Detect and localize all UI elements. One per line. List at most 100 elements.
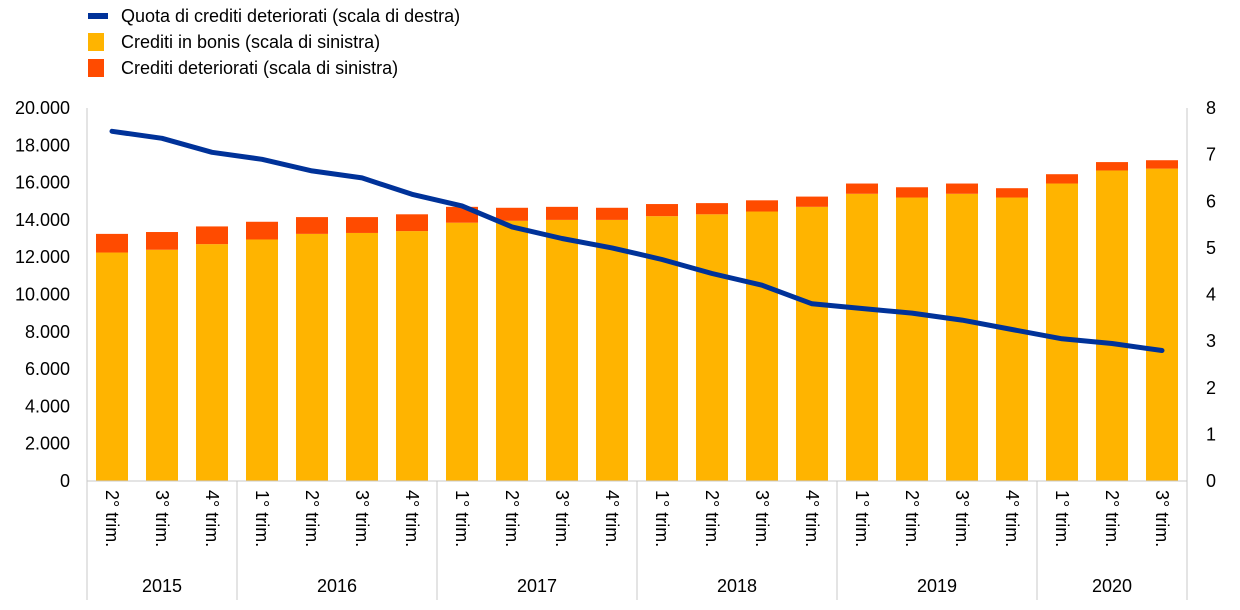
x-axis-category-label: 4° trim. <box>202 490 222 547</box>
bar-crediti-in-bonis <box>846 193 878 482</box>
bar-crediti-in-bonis <box>1096 170 1128 482</box>
left-axis-tick-label: 6.000 <box>25 359 70 379</box>
x-axis-category-label: 3° trim. <box>752 490 772 547</box>
year-label: 2015 <box>142 576 182 596</box>
x-axis-category-label: 2° trim. <box>1102 490 1122 547</box>
bar-crediti-in-bonis <box>946 193 978 482</box>
bar-crediti-in-bonis <box>396 231 428 481</box>
x-axis-category-label: 1° trim. <box>652 490 672 547</box>
legend-bar-swatch <box>88 33 104 51</box>
bar-crediti-in-bonis <box>996 197 1028 481</box>
legend: Quota di crediti deteriorati (scala di d… <box>88 6 460 78</box>
x-axis-category-label: 3° trim. <box>152 490 172 547</box>
bars <box>96 160 1178 482</box>
bar-crediti-deteriorati <box>996 188 1028 198</box>
right-axis-tick-label: 4 <box>1206 285 1216 305</box>
bar-crediti-in-bonis <box>746 211 778 481</box>
bar-crediti-deteriorati <box>546 206 578 220</box>
right-axis-tick-label: 1 <box>1206 424 1216 444</box>
x-axis-category-label: 1° trim. <box>1052 490 1072 547</box>
x-axis-category-label: 4° trim. <box>1002 490 1022 547</box>
bar-crediti-deteriorati <box>1096 162 1128 171</box>
bar-crediti-deteriorati <box>246 221 278 240</box>
right-axis-tick-label: 7 <box>1206 145 1216 165</box>
left-axis-tick-label: 20.000 <box>15 98 70 118</box>
bar-crediti-deteriorati <box>1046 174 1078 184</box>
bar-crediti-deteriorati <box>796 196 828 207</box>
axes: 0 2.000 4.000 6.000 8.000 10.000 12.000 14.000 1… <box>15 98 1216 491</box>
x-axis-category-label: 1° trim. <box>852 490 872 547</box>
bar-crediti-deteriorati <box>496 207 528 221</box>
right-axis-tick-label: 3 <box>1206 331 1216 351</box>
left-axis-tick-label: 0 <box>60 471 70 491</box>
x-axis-category-label: 3° trim. <box>552 490 572 547</box>
legend-label: Crediti in bonis (scala di sinistra) <box>121 32 380 52</box>
legend-bar-swatch <box>88 59 104 77</box>
bar-crediti-deteriorati <box>746 200 778 212</box>
bar-crediti-deteriorati <box>396 214 428 232</box>
bar-crediti-deteriorati <box>196 226 228 245</box>
right-axis-tick-label: 8 <box>1206 98 1216 118</box>
x-axis-category-label: 3° trim. <box>352 490 372 547</box>
line-series <box>109 128 1165 353</box>
bar-crediti-deteriorati <box>896 187 928 198</box>
bar-crediti-in-bonis <box>1146 168 1178 482</box>
left-axis-tick-label: 14.000 <box>15 210 70 230</box>
bar-crediti-in-bonis <box>296 233 328 481</box>
bar-crediti-in-bonis <box>896 197 928 481</box>
x-axis-category-label: 4° trim. <box>602 490 622 547</box>
left-axis-tick-label: 18.000 <box>15 135 70 155</box>
legend-label: Crediti deteriorati (scala di sinistra) <box>121 58 398 78</box>
bar-crediti-deteriorati <box>596 207 628 220</box>
x-axis-category-label: 2° trim. <box>102 490 122 547</box>
left-axis-tick-label: 12.000 <box>15 247 70 267</box>
bar-crediti-in-bonis <box>696 214 728 481</box>
bar-crediti-deteriorati <box>846 183 878 194</box>
bar-crediti-deteriorati <box>646 204 678 217</box>
bar-crediti-deteriorati <box>946 183 978 194</box>
x-axis-category-label: 2° trim. <box>702 490 722 547</box>
bar-crediti-in-bonis <box>146 249 178 481</box>
x-axis-category-label: 2° trim. <box>902 490 922 547</box>
year-label: 2020 <box>1092 576 1132 596</box>
bar-crediti-in-bonis <box>246 239 278 481</box>
x-axis-category-label: 1° trim. <box>452 490 472 547</box>
bar-crediti-in-bonis <box>446 222 478 481</box>
x-axis-category-label: 2° trim. <box>302 490 322 547</box>
year-label: 2017 <box>517 576 557 596</box>
year-label: 2019 <box>917 576 957 596</box>
x-axis-category-label: 3° trim. <box>1152 490 1172 547</box>
legend-line-swatch <box>88 13 108 19</box>
left-axis-tick-label: 16.000 <box>15 173 70 193</box>
x-axis-category-label: 4° trim. <box>802 490 822 547</box>
line-quota-crediti-deteriorati <box>109 128 1165 353</box>
right-axis-tick-label: 5 <box>1206 238 1216 258</box>
bar-crediti-deteriorati <box>1146 160 1178 169</box>
bar-crediti-deteriorati <box>696 203 728 215</box>
bar-crediti-deteriorati <box>146 232 178 250</box>
bar-crediti-in-bonis <box>96 252 128 481</box>
bar-crediti-in-bonis <box>196 244 228 481</box>
x-axis-category-label: 4° trim. <box>402 490 422 547</box>
bar-crediti-deteriorati <box>96 233 128 253</box>
x-axis-category-label: 3° trim. <box>952 490 972 547</box>
legend-label: Quota di crediti deteriorati (scala di d… <box>121 6 460 26</box>
left-axis-tick-label: 4.000 <box>25 396 70 416</box>
bar-crediti-in-bonis <box>1046 183 1078 481</box>
left-axis-tick-label: 2.000 <box>25 434 70 454</box>
right-axis-tick-label: 0 <box>1206 471 1216 491</box>
bar-crediti-in-bonis <box>496 220 528 481</box>
bar-crediti-in-bonis <box>796 206 828 481</box>
right-axis-tick-label: 2 <box>1206 378 1216 398</box>
bar-crediti-in-bonis <box>346 232 378 481</box>
year-label: 2016 <box>317 576 357 596</box>
right-axis-tick-label: 6 <box>1206 191 1216 211</box>
year-label: 2018 <box>717 576 757 596</box>
left-axis-tick-label: 10.000 <box>15 285 70 305</box>
bar-crediti-in-bonis <box>596 219 628 481</box>
bar-crediti-deteriorati <box>296 217 328 234</box>
x-axis-labels: 2° trim. 3° trim. 4° trim. 1° trim. 2° trim.… <box>86 481 1188 600</box>
x-axis-category-label: 2° trim. <box>502 490 522 547</box>
bar-crediti-in-bonis <box>546 219 578 481</box>
